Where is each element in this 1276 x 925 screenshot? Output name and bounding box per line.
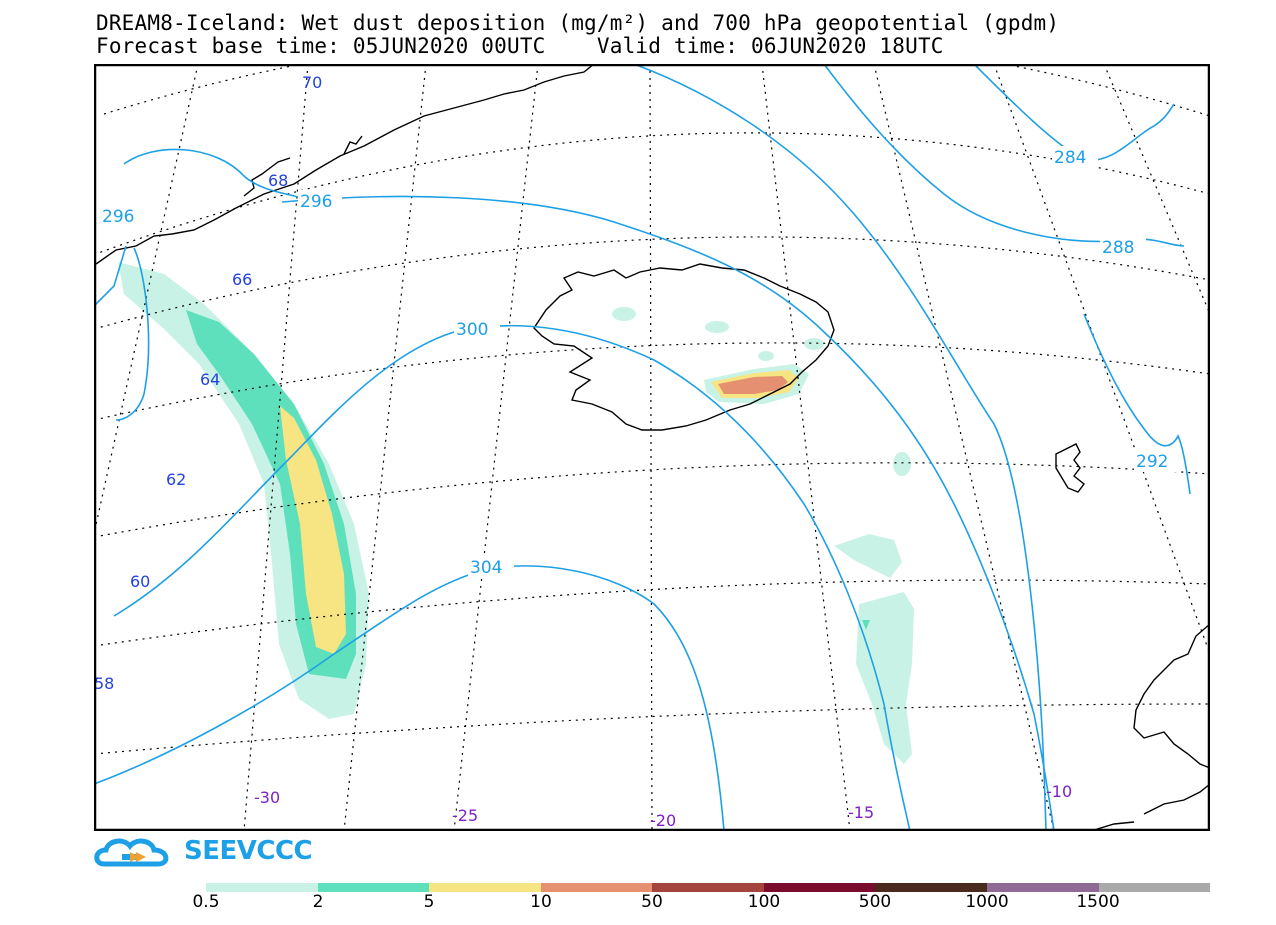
lat-label: 66 (232, 270, 252, 289)
colorbar-segment (206, 883, 318, 892)
colorbar-label: 100 (747, 892, 781, 912)
lon-label: -20 (650, 811, 676, 830)
colorbar-label: 0.5 (192, 892, 220, 912)
colorbar-label: 1000 (965, 892, 1009, 912)
lat-label: 68 (268, 171, 288, 190)
lat-label: 64 (200, 370, 220, 389)
colorbar-label: 5 (423, 892, 435, 912)
longitude-labels: -30 -25 -20 -15 -10 (254, 782, 1072, 830)
colorbar-label: 2 (312, 892, 324, 912)
latitude-labels: 70 68 66 64 62 60 58 (94, 73, 322, 693)
contour-labels: 284 288 292 296 296 300 304 (102, 146, 1180, 578)
contour-label: 296 (102, 207, 134, 227)
colorbar-label: 10 (530, 892, 552, 912)
lat-label: 62 (166, 470, 186, 489)
dust-patch-iceland (612, 307, 911, 476)
contour-label: 296 (300, 192, 332, 212)
colorbar-segment (986, 883, 1099, 892)
colorbar-segment (652, 883, 764, 892)
chart-title-line1: DREAM8-Iceland: Wet dust deposition (mg/… (96, 11, 1060, 35)
coastlines (95, 64, 1210, 831)
lat-label: 70 (302, 73, 322, 92)
chart-title-line2: Forecast base time: 05JUN2020 00UTC Vali… (96, 34, 944, 58)
colorbar-label: 1500 (1076, 892, 1120, 912)
dust-patch-southeast (834, 534, 914, 764)
colorbar-segment (540, 883, 653, 892)
colorbar-label: 500 (858, 892, 892, 912)
colorbar-segment (1098, 883, 1211, 892)
lat-label: 60 (130, 572, 150, 591)
lon-label: -25 (452, 806, 478, 825)
colorbar-segment (875, 883, 987, 892)
contour-label: 304 (470, 558, 502, 578)
colorbar-segment (429, 883, 541, 892)
lat-label: 58 (94, 674, 114, 693)
contour-label: 300 (456, 320, 488, 340)
forecast-map: 70 68 66 64 62 60 58 -30 -25 -20 -15 -10… (94, 64, 1210, 831)
lon-label: -10 (1046, 782, 1072, 801)
contour-label: 284 (1054, 148, 1086, 168)
colorbar (206, 883, 1211, 892)
contour-label: 288 (1102, 238, 1134, 258)
dust-plume-west (118, 262, 369, 719)
seevccc-logo-icon (94, 838, 169, 867)
logo-text: SEEVCCC (184, 836, 313, 866)
latitude-lines (94, 64, 1210, 755)
contour-label: 292 (1136, 452, 1168, 472)
lon-label: -30 (254, 788, 280, 807)
colorbar-segment (317, 883, 430, 892)
colorbar-label: 50 (641, 892, 663, 912)
lon-label: -15 (848, 803, 874, 822)
colorbar-segment (763, 883, 876, 892)
map-frame (94, 64, 1210, 831)
colorbar-labels: 0.5 2 5 10 50 100 500 1000 1500 (0, 892, 1276, 916)
